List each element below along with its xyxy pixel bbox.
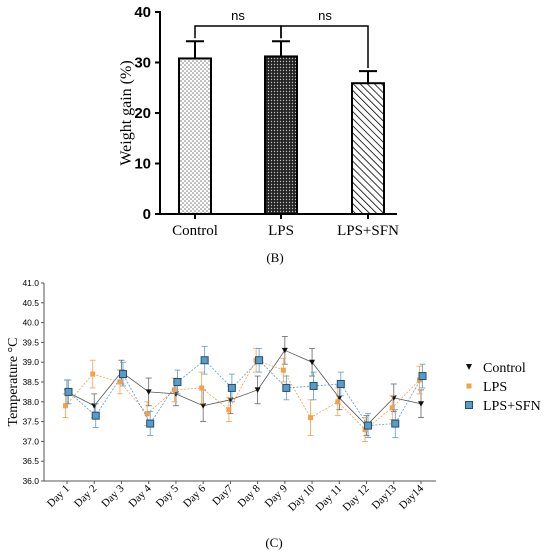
data-point-control [254, 387, 261, 393]
y-axis-label: Temperature °C [6, 338, 21, 427]
legend-label-lps-sfn: LPS+SFN [483, 399, 541, 414]
x-tick-label: Day 5 [154, 482, 182, 510]
data-point-lps [199, 385, 205, 391]
y-tick-label: 0 [143, 206, 151, 223]
data-point-lps-sfn [364, 421, 373, 430]
significance-label: ns [231, 8, 245, 23]
data-point-control [309, 359, 316, 366]
x-tick-label: Day 10 [286, 482, 318, 514]
x-tick-label: Day 4 [127, 482, 155, 510]
data-point-control [281, 347, 288, 354]
data-point-control [390, 395, 397, 401]
x-tick-label: Control [172, 223, 218, 239]
bar-control [178, 57, 212, 215]
x-tick-label: Day 6 [181, 482, 209, 510]
data-point-lps [280, 367, 286, 373]
data-point-control [418, 401, 424, 407]
data-point-lps-sfn [200, 356, 209, 365]
panel-label-c: (C) [265, 535, 282, 550]
y-tick-label: 40.0 [22, 318, 39, 328]
bar-lps-sfn [351, 82, 385, 215]
data-point-lps-sfn [255, 356, 264, 365]
series-line-lps [65, 359, 420, 431]
data-point-lps [144, 411, 150, 417]
legend-label-lps: LPS [483, 380, 507, 395]
data-point-control [91, 403, 98, 409]
significance-bracket [194, 25, 282, 39]
y-tick-label: 37.0 [22, 436, 39, 446]
legend-marker-lps-sfn [465, 401, 473, 409]
data-point-control [363, 423, 370, 429]
y-tick-label: 30 [134, 55, 151, 72]
data-point-lps-sfn [64, 387, 73, 396]
data-point-lps [389, 405, 395, 411]
x-tick-label: LPS+SFN [337, 223, 399, 239]
data-point-lps-sfn [282, 383, 291, 392]
x-tick-label: Day 9 [263, 482, 291, 510]
data-point-lps [417, 377, 422, 383]
y-tick-label: 10 [134, 156, 151, 173]
bar-chart-weight-gain: Control LPS LPS+SFN 0 10 20 30 40 Weight gain (%… [118, 4, 399, 265]
data-point-lps-sfn [227, 383, 236, 392]
series-line-lps-sfn [68, 359, 423, 426]
x-tick-label: Day14 [397, 482, 427, 512]
y-tick-label: 39.0 [22, 357, 39, 367]
data-point-lps [117, 379, 123, 385]
y-tick-label: 37.5 [22, 417, 39, 427]
legend-label-control: Control [483, 361, 526, 376]
x-tick-label: Day13 [370, 482, 400, 512]
x-tick-label: Day 2 [72, 483, 99, 510]
data-point-lps-sfn [146, 419, 155, 428]
bar-lps [264, 55, 298, 215]
data-point-lps [171, 387, 177, 393]
x-tick-label: Day 11 [314, 483, 345, 514]
data-point-lps-sfn [418, 372, 427, 381]
significance-label: ns [318, 8, 332, 23]
y-axis-label: Weight gain (%) [118, 60, 135, 165]
data-point-control [336, 395, 343, 401]
legend-marker-control [466, 364, 472, 370]
x-tick-label: LPS [268, 223, 294, 239]
data-point-lps-sfn [91, 411, 100, 420]
data-point-lps-sfn [336, 379, 345, 388]
significance-bracket [280, 25, 369, 69]
y-tick-label: 20 [134, 105, 151, 122]
data-point-lps-sfn [118, 370, 127, 379]
y-tick-label: 38.0 [22, 397, 39, 407]
x-tick-label: Day 12 [340, 483, 371, 514]
data-point-lps-sfn [391, 419, 400, 428]
data-point-lps [335, 399, 341, 405]
y-tick-label: 40 [134, 4, 151, 21]
data-point-control [145, 389, 152, 395]
data-point-control [118, 369, 125, 376]
series-line-control [66, 349, 422, 427]
data-point-control [227, 397, 234, 403]
y-tick-label: 40.5 [22, 298, 39, 308]
x-tick-label: Day 3 [99, 482, 127, 510]
data-point-lps [90, 371, 96, 377]
data-point-lps-sfn [173, 378, 182, 386]
data-point-lps-sfn [309, 381, 318, 390]
x-tick-label: Day7 [210, 482, 236, 508]
data-point-lps [226, 407, 232, 413]
data-point-lps [308, 415, 314, 421]
y-tick-label: 36.5 [22, 456, 39, 466]
data-point-control [64, 389, 70, 395]
y-tick-label: 41.0 [22, 278, 39, 288]
x-tick-label: Day 8 [235, 482, 263, 510]
legend-marker-lps [466, 383, 472, 389]
data-point-control [172, 391, 179, 397]
y-tick-label: 39.5 [22, 337, 39, 347]
data-point-control [200, 403, 207, 409]
data-point-lps [63, 403, 68, 409]
data-point-lps [362, 427, 368, 433]
y-tick-label: 36.0 [22, 476, 39, 486]
x-tick-label: Day 1 [45, 483, 72, 510]
panel-label-b: (B) [266, 250, 283, 265]
y-tick-label: 38.5 [22, 377, 39, 387]
data-point-lps [253, 357, 259, 363]
